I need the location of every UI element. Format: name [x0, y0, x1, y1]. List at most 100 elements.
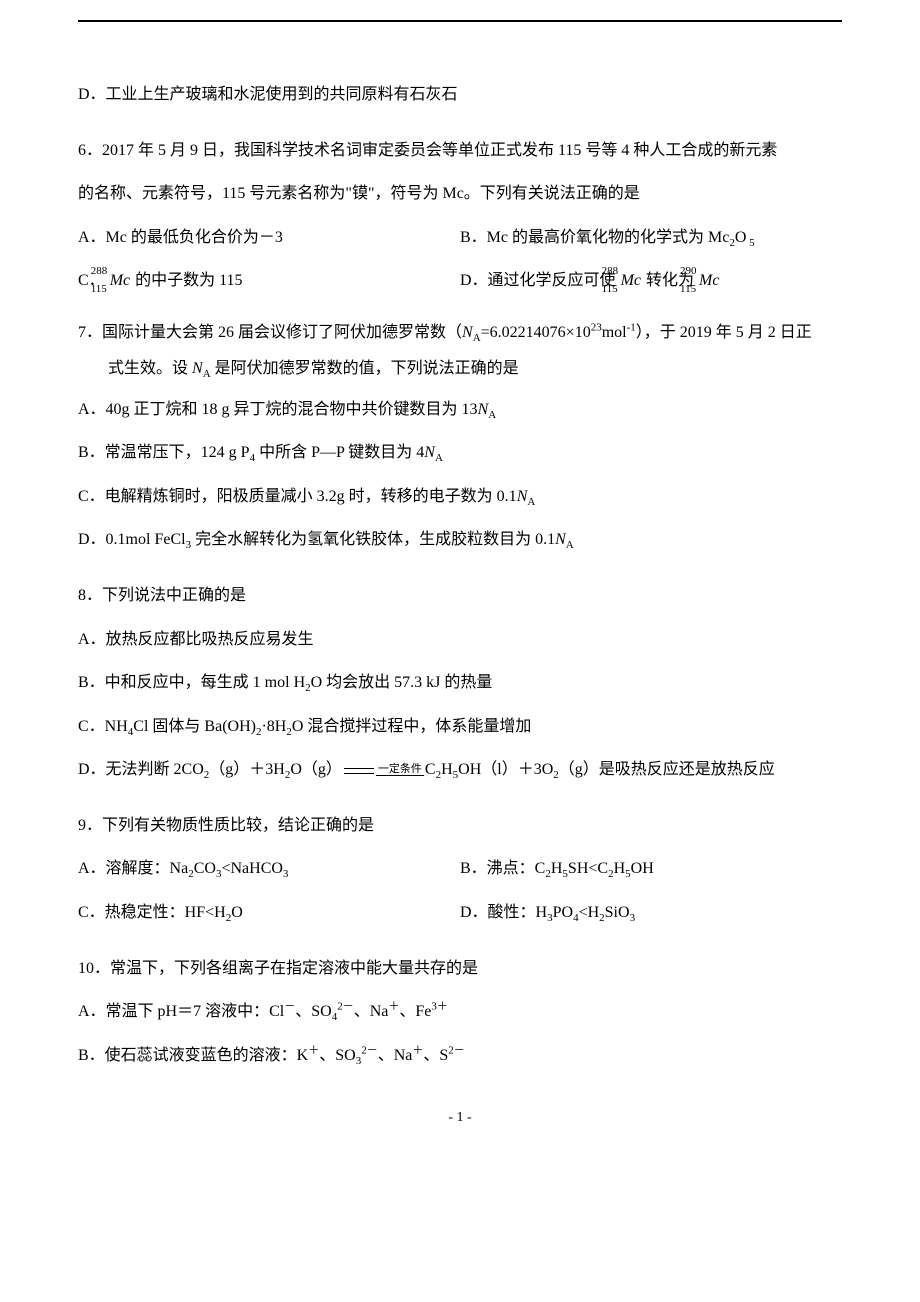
q6-opt-b: B．Mc 的最高价氧化物的化学式为 Mc2O 5: [460, 217, 842, 259]
q10-a-m3: 、Fe: [399, 1003, 431, 1020]
q6-d-nuclide2: 290 115 Mc: [699, 260, 719, 302]
q6-b-sub2: 5: [746, 237, 754, 249]
q9-opt-c: C．热稳定性：HF<H2O: [78, 892, 460, 934]
q7-i1-nasub: A: [473, 332, 481, 344]
q8-d-m3: C: [425, 761, 436, 778]
q7-b-mid: 中所含 P—P 键数目为 4: [255, 444, 424, 461]
q7-a-nasub: A: [488, 409, 496, 421]
q6-opt-a: A．Mc 的最低负化合价为－3: [78, 217, 460, 259]
q7-c-na: N: [517, 488, 528, 505]
q8-d-m2: O（g）: [290, 761, 342, 778]
q10-a-pre: A．常温下 pH＝7 溶液中：Cl: [78, 1003, 284, 1020]
q7-d-mid: 完全水解转化为氢氧化铁胶体，生成胶粒数目为 0.1: [191, 531, 555, 548]
q10-intro: 10．常温下，下列各组离子在指定溶液中能大量共存的是: [78, 948, 842, 990]
nuclide-sym: Mc: [699, 272, 719, 289]
q9-opt-d: D．酸性：H3PO4<H2SiO3: [460, 892, 842, 934]
q10-b-sup2: 2－: [361, 1045, 378, 1057]
q5-opt-d: D．工业上生产玻璃和水泥使用到的共同原料有石灰石: [78, 74, 842, 116]
q7-intro-2: 式生效。设 NA 是阿伏加德罗常数的值，下列说法正确的是: [78, 352, 842, 386]
q10-b-m3: 、S: [423, 1047, 448, 1064]
q6-opt-c: C． 288 115 Mc 的中子数为 115: [78, 260, 460, 302]
q8-d-m5: OH（l）＋3O: [458, 761, 553, 778]
q9-b-m3: H: [614, 860, 626, 877]
q8-opt-b: B．中和反应中，每生成 1 mol H2O 均会放出 57.3 kJ 的热量: [78, 662, 842, 704]
q6-b-pre: B．Mc 的最高价氧化物的化学式为 Mc: [460, 229, 729, 246]
q7-i1-neg: -1: [627, 322, 636, 334]
q10-a-sub1: 4: [332, 1011, 338, 1023]
q9-d-m2: <H: [579, 904, 600, 921]
q7-i1-eq: =6.02214076×10: [481, 324, 591, 341]
q8-d-m4: H: [441, 761, 453, 778]
q7-c-nasub: A: [527, 496, 535, 508]
q8-b-pre: B．中和反应中，每生成 1 mol H: [78, 674, 305, 691]
q9-row-ab: A．溶解度：Na2CO3<NaHCO3 B．沸点：C2H5SH<C2H5OH: [78, 848, 842, 890]
q7-i2-pre: 式生效。设: [108, 360, 192, 377]
q9-a-m2: <NaHCO: [221, 860, 282, 877]
q10-b-sup4: 2－: [448, 1045, 465, 1057]
q7-b-na: N: [424, 444, 435, 461]
q7-opt-a: A．40g 正丁烷和 18 g 异丁烷的混合物中共价键数目为 13NA: [78, 389, 842, 431]
q7-a-na: N: [478, 401, 489, 418]
q7-i1-mol: mol: [602, 324, 627, 341]
document-page: D．工业上生产玻璃和水泥使用到的共同原料有石灰石 6．2017 年 5 月 9 …: [0, 0, 920, 1146]
q6-c-post: 的中子数为 115: [135, 272, 242, 289]
eq-condition: 一定条件: [376, 764, 424, 776]
q7-opt-b: B．常温常压下，124 g P4 中所含 P—P 键数目为 4NA: [78, 432, 842, 474]
q7-i2-na: N: [192, 360, 203, 377]
q7-i1-sup: 23: [591, 322, 602, 334]
nuclide-atno: 115: [91, 275, 107, 304]
q7-i1-pre: 7．国际计量大会第 26 届会议修订了阿伏加德罗常数（: [78, 324, 462, 341]
q8-opt-d: D．无法判断 2CO2（g）＋3H2O（g）一定条件C2H5OH（l）＋3O2（…: [78, 749, 842, 791]
q9-a-m1: CO: [194, 860, 216, 877]
q6-b-post: O: [735, 229, 747, 246]
q9-a-s3: 3: [283, 869, 289, 881]
q10-a-sup3: ＋: [388, 1001, 399, 1013]
q8-d-post: （g）是吸热反应还是放热反应: [559, 761, 775, 778]
nuclide-atno: 115: [602, 275, 618, 304]
q6-d-pre: D．通过化学反应可使: [460, 272, 620, 289]
q7-opt-c: C．电解精炼铜时，阳极质量减小 3.2g 时，转移的电子数为 0.1NA: [78, 476, 842, 518]
q8-c-post: O 混合搅拌过程中，体系能量增加: [292, 718, 532, 735]
q7-a-pre: A．40g 正丁烷和 18 g 异丁烷的混合物中共价键数目为 13: [78, 401, 478, 418]
q6-c-nuclide: 288 115 Mc: [110, 260, 130, 302]
nuclide-atno: 115: [680, 275, 696, 304]
q9-d-pre: D．酸性：H: [460, 904, 547, 921]
q9-b-m4: OH: [631, 860, 654, 877]
q10-a-m1: 、SO: [295, 1003, 331, 1020]
q10-a-sup4: 3＋: [431, 1001, 448, 1013]
q9-c-post: O: [231, 904, 243, 921]
q9-opt-a: A．溶解度：Na2CO3<NaHCO3: [78, 848, 460, 890]
q6-opt-d: D．通过化学反应可使 288 115 Mc 转化为 290 115 Mc: [460, 260, 842, 302]
q10-a-sup2: 2－: [337, 1001, 354, 1013]
q7-b-nasub: A: [435, 452, 443, 464]
q9-d-m3: SiO: [605, 904, 630, 921]
q7-b-pre: B．常温常压下，124 g P: [78, 444, 250, 461]
q9-intro: 9．下列有关物质性质比较，结论正确的是: [78, 805, 842, 847]
q7-i1-na: N: [462, 324, 473, 341]
q9-c-pre: C．热稳定性：HF<H: [78, 904, 226, 921]
q9-b-pre: B．沸点：C: [460, 860, 545, 877]
q10-opt-a: A．常温下 pH＝7 溶液中：Cl－、SO42－、Na＋、Fe3＋: [78, 991, 842, 1033]
q8-c-m2: ·8H: [261, 718, 286, 735]
q7-i2-nasub: A: [203, 368, 211, 380]
q8-d-pre: D．无法判断 2CO: [78, 761, 204, 778]
q6-intro-1: 6．2017 年 5 月 9 日，我国科学技术名词审定委员会等单位正式发布 11…: [78, 130, 842, 172]
q9-d-s4: 3: [630, 912, 636, 924]
eq-dbl-line: [344, 768, 374, 774]
q7-d-pre: D．0.1mol FeCl: [78, 531, 186, 548]
q10-a-m2: 、Na: [354, 1003, 389, 1020]
q8-c-m1: Cl 固体与 Ba(OH): [133, 718, 256, 735]
q7-intro-1: 7．国际计量大会第 26 届会议修订了阿伏加德罗常数（NA=6.02214076…: [78, 316, 842, 350]
q8-opt-c: C．NH4Cl 固体与 Ba(OH)2·8H2O 混合搅拌过程中，体系能量增加: [78, 706, 842, 748]
q7-d-nasub: A: [566, 540, 574, 552]
q8-opt-a: A．放热反应都比吸热反应易发生: [78, 619, 842, 661]
q6-row-cd: C． 288 115 Mc 的中子数为 115 D．通过化学反应可使 288 1…: [78, 260, 842, 302]
q7-i1-post: ），于 2019 年 5 月 2 日正: [636, 324, 812, 341]
q9-b-m1: H: [551, 860, 563, 877]
q9-opt-b: B．沸点：C2H5SH<C2H5OH: [460, 848, 842, 890]
q9-d-m1: PO: [553, 904, 573, 921]
q10-b-m1: 、SO: [319, 1047, 355, 1064]
q10-a-sup1: －: [284, 1001, 295, 1013]
nuclide-sym: Mc: [621, 272, 641, 289]
q7-i2-post: 是阿伏加德罗常数的值，下列说法正确的是: [211, 360, 519, 377]
